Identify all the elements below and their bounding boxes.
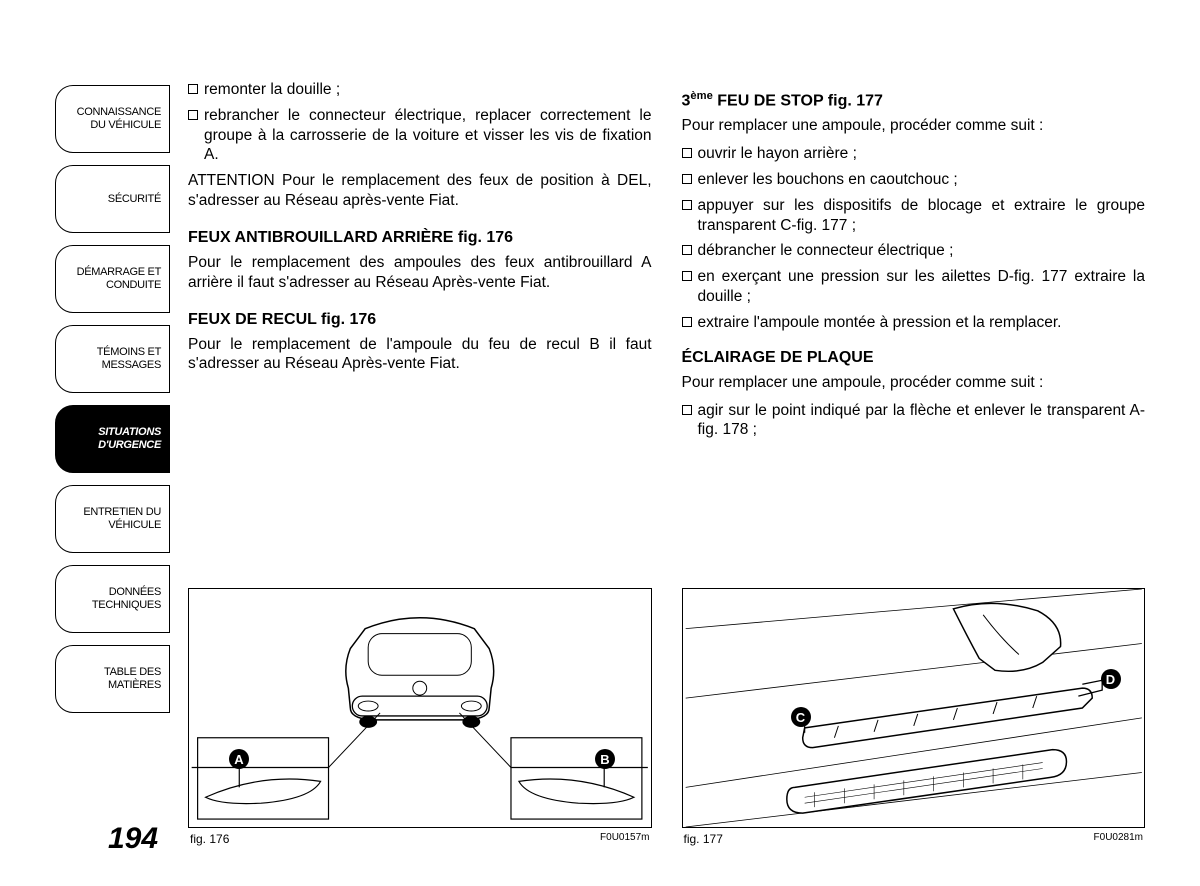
bullet: débrancher le connecteur électrique ; <box>682 241 1146 261</box>
paragraph: Pour remplacer une ampoule, procéder com… <box>682 373 1146 393</box>
tab-table-matieres[interactable]: TABLE DES MATIÈRES <box>55 645 170 713</box>
bullet-text: remonter la douille ; <box>204 80 652 100</box>
bullet-text: appuyer sur les dispositifs de blocage e… <box>698 196 1146 236</box>
sidebar: CONNAISSANCE DU VÉHICULE SÉCURITÉ DÉMARR… <box>55 80 170 846</box>
tab-connaissance[interactable]: CONNAISSANCE DU VÉHICULE <box>55 85 170 153</box>
content: remonter la douille ; rebrancher le conn… <box>170 80 1145 846</box>
tab-securite[interactable]: SÉCURITÉ <box>55 165 170 233</box>
figure-176: A B <box>188 588 652 828</box>
bullet: extraire l'ampoule montée à pression et … <box>682 313 1146 333</box>
bullet-text: enlever les bouchons en caoutchouc ; <box>698 170 1146 190</box>
figure-code: F0U0281m <box>1094 832 1143 846</box>
tab-label: CONNAISSANCE DU VÉHICULE <box>62 106 161 131</box>
bullet: rebrancher le connecteur électrique, rep… <box>188 106 652 165</box>
figure-177-caption: fig. 177 F0U0281m <box>682 832 1146 846</box>
figure-caption-text: fig. 177 <box>684 832 723 846</box>
tab-temoins[interactable]: TÉMOINS ET MESSAGES <box>55 325 170 393</box>
bullet-text: agir sur le point indiqué par la flèche … <box>698 401 1146 441</box>
bullet: appuyer sur les dispositifs de blocage e… <box>682 196 1146 236</box>
figure-176-wrap: A B fig. 176 F0U0157m <box>188 588 652 846</box>
callout-d: D <box>1101 669 1121 689</box>
callout-c: C <box>791 707 811 727</box>
bullet-text: ouvrir le hayon arrière ; <box>698 144 1146 164</box>
figure-caption-text: fig. 176 <box>190 832 229 846</box>
tab-label: TABLE DES MATIÈRES <box>62 666 161 691</box>
figure-176-caption: fig. 176 F0U0157m <box>188 832 652 846</box>
bullet-icon <box>682 174 692 184</box>
paragraph: Pour le remplacement de l'ampoule du feu… <box>188 335 652 375</box>
bullet-text: en exerçant une pression sur les ailette… <box>698 267 1146 307</box>
page-number: 194 <box>108 822 158 856</box>
tab-situations-urgence[interactable]: SITUATIONS D'URGENCE <box>55 405 170 473</box>
bullet-icon <box>682 405 692 415</box>
tab-label: TÉMOINS ET MESSAGES <box>62 346 161 371</box>
tab-entretien[interactable]: ENTRETIEN DU VÉHICULE <box>55 485 170 553</box>
figure-177-svg <box>683 589 1145 827</box>
tab-demarrage[interactable]: DÉMARRAGE ET CONDUITE <box>55 245 170 313</box>
callout-a: A <box>229 749 249 769</box>
figure-176-svg <box>189 589 651 827</box>
callout-b: B <box>595 749 615 769</box>
right-column: 3ème FEU DE STOP fig. 177 Pour remplacer… <box>682 80 1146 846</box>
tab-label: SITUATIONS D'URGENCE <box>62 426 161 451</box>
heading-feux-recul: FEUX DE RECUL fig. 176 <box>188 311 652 329</box>
figure-code: F0U0157m <box>600 832 649 846</box>
figure-177: C D <box>682 588 1146 828</box>
tab-label: DÉMARRAGE ET CONDUITE <box>62 266 161 291</box>
bullet-icon <box>188 84 198 94</box>
bullet: ouvrir le hayon arrière ; <box>682 144 1146 164</box>
heading-sup: ème <box>690 90 712 102</box>
bullet-icon <box>188 110 198 120</box>
bullet-icon <box>682 245 692 255</box>
bullet-icon <box>682 200 692 210</box>
bullet-icon <box>682 271 692 281</box>
bullet-text: extraire l'ampoule montée à pression et … <box>698 313 1146 333</box>
paragraph-attention: ATTENTION Pour le remplacement des feux … <box>188 171 652 211</box>
bullet-icon <box>682 148 692 158</box>
paragraph: Pour le remplacement des ampoules des fe… <box>188 253 652 293</box>
tab-donnees[interactable]: DONNÉES TECHNIQUES <box>55 565 170 633</box>
bullet: agir sur le point indiqué par la flèche … <box>682 401 1146 441</box>
heading-part: FEU DE STOP fig. 177 <box>713 92 883 109</box>
figure-177-wrap: C D fig. 177 F0U0281m <box>682 588 1146 846</box>
bullet: en exerçant une pression sur les ailette… <box>682 267 1146 307</box>
tab-label: SÉCURITÉ <box>108 193 161 206</box>
heading-3eme-feu-stop: 3ème FEU DE STOP fig. 177 <box>682 90 1146 110</box>
tab-label: ENTRETIEN DU VÉHICULE <box>62 506 161 531</box>
left-column: remonter la douille ; rebrancher le conn… <box>188 80 652 846</box>
heading-feux-antibrouillard: FEUX ANTIBROUILLARD ARRIÈRE fig. 176 <box>188 229 652 247</box>
page: CONNAISSANCE DU VÉHICULE SÉCURITÉ DÉMARR… <box>55 80 1145 846</box>
bullet: enlever les bouchons en caoutchouc ; <box>682 170 1146 190</box>
paragraph: Pour remplacer une ampoule, procéder com… <box>682 116 1146 136</box>
bullet-text: rebrancher le connecteur électrique, rep… <box>204 106 652 165</box>
heading-eclairage-plaque: ÉCLAIRAGE DE PLAQUE <box>682 349 1146 367</box>
bullet-text: débrancher le connecteur électrique ; <box>698 241 1146 261</box>
bullet-icon <box>682 317 692 327</box>
bullet: remonter la douille ; <box>188 80 652 100</box>
tab-label: DONNÉES TECHNIQUES <box>62 586 161 611</box>
